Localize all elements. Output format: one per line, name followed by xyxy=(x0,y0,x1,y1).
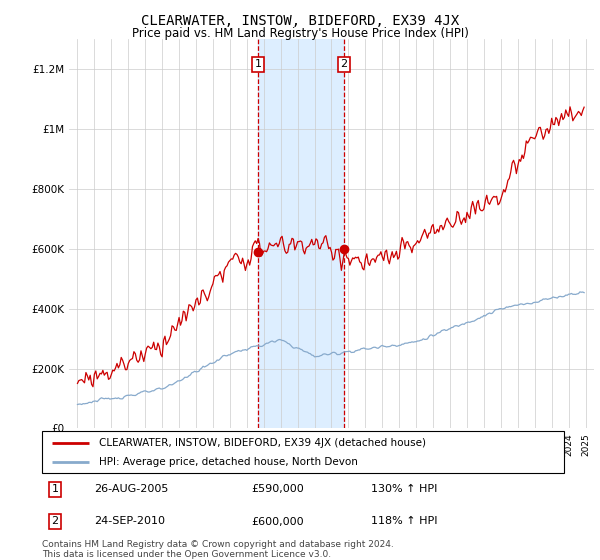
Text: HPI: Average price, detached house, North Devon: HPI: Average price, detached house, Nort… xyxy=(100,457,358,467)
Text: CLEARWATER, INSTOW, BIDEFORD, EX39 4JX: CLEARWATER, INSTOW, BIDEFORD, EX39 4JX xyxy=(141,14,459,28)
Text: 130% ↑ HPI: 130% ↑ HPI xyxy=(371,484,437,494)
Text: 24-SEP-2010: 24-SEP-2010 xyxy=(94,516,165,526)
Text: 1: 1 xyxy=(52,484,59,494)
Text: 2: 2 xyxy=(340,59,347,69)
Text: CLEARWATER, INSTOW, BIDEFORD, EX39 4JX (detached house): CLEARWATER, INSTOW, BIDEFORD, EX39 4JX (… xyxy=(100,437,427,447)
Text: Price paid vs. HM Land Registry's House Price Index (HPI): Price paid vs. HM Land Registry's House … xyxy=(131,27,469,40)
Bar xyxy=(258,39,344,428)
FancyBboxPatch shape xyxy=(42,431,564,473)
Text: 2: 2 xyxy=(52,516,59,526)
Text: 118% ↑ HPI: 118% ↑ HPI xyxy=(371,516,437,526)
Text: Contains HM Land Registry data © Crown copyright and database right 2024.
This d: Contains HM Land Registry data © Crown c… xyxy=(42,540,394,559)
Text: £590,000: £590,000 xyxy=(251,484,304,494)
Text: 1: 1 xyxy=(254,59,262,69)
Text: 26-AUG-2005: 26-AUG-2005 xyxy=(94,484,169,494)
Text: £600,000: £600,000 xyxy=(251,516,304,526)
